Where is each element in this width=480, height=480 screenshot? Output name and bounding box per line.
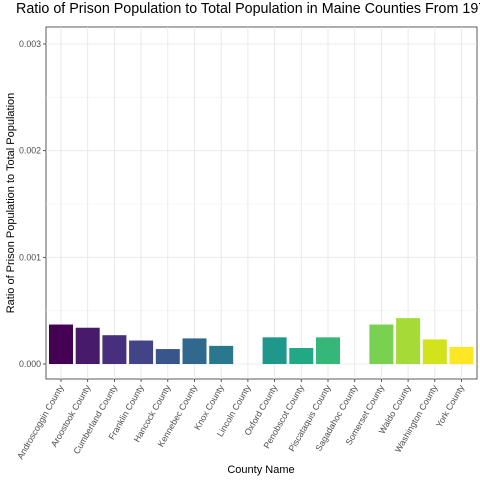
x-axis-title: County Name [227, 464, 294, 476]
y-tick-label: 0.001 [19, 252, 41, 262]
chart-title: Ratio of Prison Population to Total Popu… [16, 1, 480, 17]
y-tick-label: 0.003 [19, 39, 41, 49]
bar [129, 340, 154, 364]
bar [289, 348, 314, 364]
y-axis-ticks: 0.000 0.001 0.002 0.003 [19, 39, 46, 369]
bar [155, 349, 180, 364]
bar [422, 339, 447, 364]
bar [369, 324, 394, 364]
y-tick-label: 0.002 [19, 146, 41, 156]
bar [396, 318, 421, 364]
bars [49, 318, 474, 364]
y-tick-label: 0.000 [19, 359, 41, 369]
x-tick-label: York County [434, 382, 467, 429]
y-axis-title: Ratio of Prison Population to Total Popu… [5, 93, 17, 314]
bar [102, 335, 127, 364]
bar [209, 345, 234, 364]
bar [182, 338, 207, 364]
x-tick-label: Androscoggin County [15, 382, 66, 460]
bar [49, 324, 73, 364]
grid-lines [46, 27, 477, 379]
bar [262, 337, 287, 364]
bar [75, 327, 100, 364]
bar [316, 337, 340, 364]
bar [449, 346, 474, 364]
